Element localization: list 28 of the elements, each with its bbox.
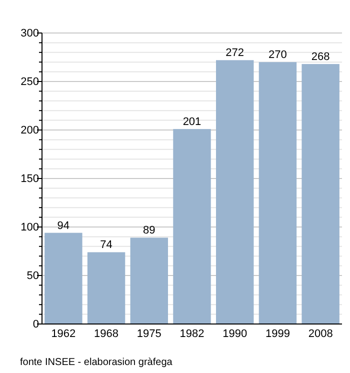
data-label: 272 [226, 47, 244, 60]
x-tick-label: 1999 [265, 328, 290, 340]
y-tick-label: 200 [20, 124, 39, 137]
bar [173, 129, 211, 324]
data-label: 89 [143, 224, 156, 237]
y-tick-label: 150 [20, 173, 39, 186]
y-tick-label: 100 [20, 222, 39, 234]
y-tick-label: 300 [20, 28, 39, 40]
data-label: 94 [57, 220, 70, 232]
data-label: 268 [311, 51, 330, 64]
bar [87, 252, 126, 324]
bar [258, 62, 297, 324]
data-label: 201 [182, 116, 202, 128]
data-label: 74 [100, 239, 112, 252]
x-tick-label: 1968 [94, 328, 119, 340]
y-tick-label: 50 [26, 270, 39, 282]
x-tick-label: 1990 [222, 328, 248, 340]
bar [44, 232, 82, 324]
x-tick-label: 1975 [136, 328, 162, 340]
bar [216, 60, 254, 324]
x-tick-label: 1982 [180, 328, 204, 340]
x-tick-label: 2008 [308, 328, 333, 340]
data-label: 270 [268, 49, 287, 62]
bar [302, 64, 340, 324]
y-tick-label: 250 [20, 76, 39, 88]
source-note: fonte INSEE - elaborasion gràfega [20, 357, 173, 368]
bar [130, 238, 168, 324]
x-tick-label: 1962 [51, 328, 76, 340]
